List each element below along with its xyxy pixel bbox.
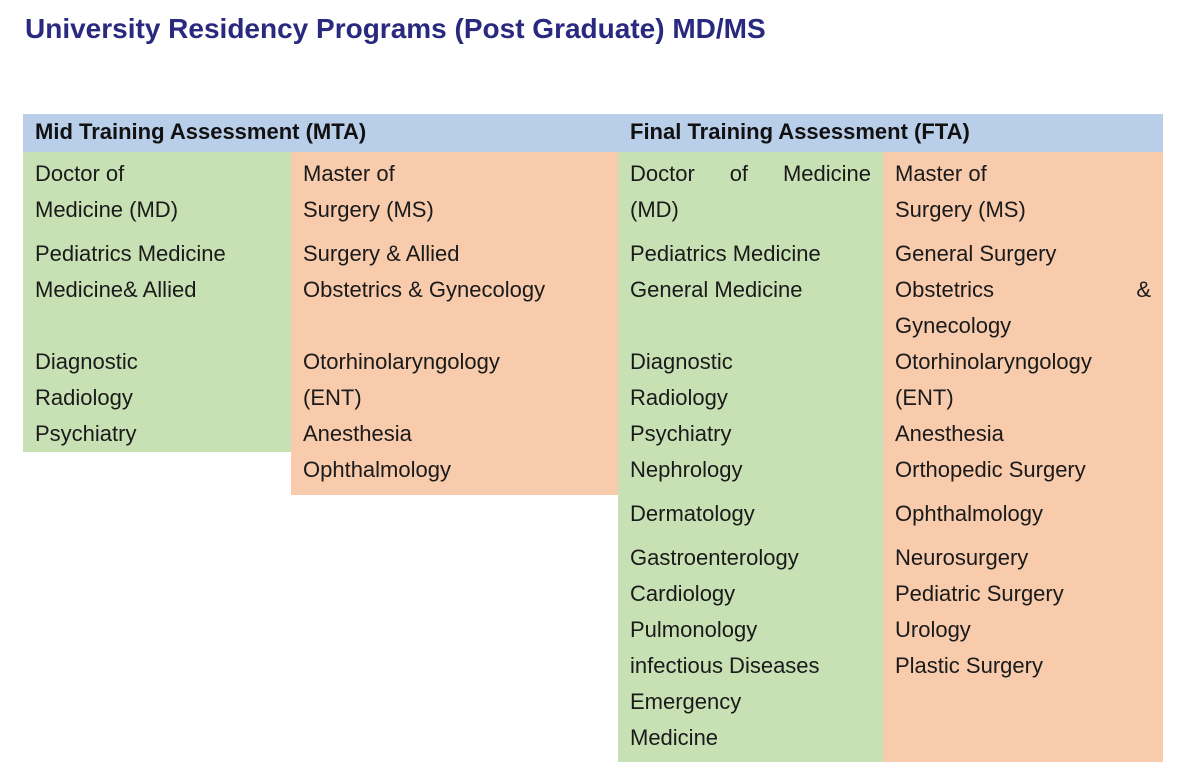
program-line: Obstetrics & [895, 272, 1151, 308]
program-line: Radiology [35, 385, 133, 410]
program-line: Pediatrics Medicine [630, 241, 821, 266]
program-line: Ophthalmology [303, 457, 451, 482]
program-line: Diagnostic [35, 349, 138, 374]
program-line: Surgery (MS) [895, 197, 1026, 222]
program-paragraph: Dermatology [630, 496, 871, 532]
program-line: General Surgery [895, 241, 1057, 266]
program-word: Medicine [782, 161, 871, 186]
program-line: (ENT) [303, 385, 362, 410]
program-line: Nephrology [630, 457, 743, 482]
program-line: (MD) [630, 197, 679, 222]
program-line: (ENT) [895, 385, 954, 410]
program-line: Medicine& Allied [35, 277, 197, 302]
program-line: Orthopedic Surgery [895, 457, 1086, 482]
program-line: Master of [303, 161, 395, 186]
program-line: Diagnostic [630, 349, 733, 374]
program-line: Pulmonology [630, 617, 758, 642]
mta-header: Mid Training Assessment (MTA) [35, 119, 367, 144]
program-line: Doctor of Medicine [630, 156, 871, 192]
blank-line [35, 308, 279, 344]
program-paragraph: Master of Surgery (MS) [895, 156, 1151, 228]
program-paragraph: Doctor of Medicine (MD) [630, 156, 871, 228]
residency-programs-table: Mid Training Assessment (MTA) Final Trai… [23, 114, 1163, 762]
program-line: Emergency [630, 689, 742, 714]
blank-line [630, 308, 871, 344]
program-line: Dermatology [630, 501, 755, 526]
program-paragraph: Neurosurgery Pediatric Surgery Urology Plas… [895, 540, 1151, 684]
program-line: Master of [895, 161, 987, 186]
program-line: Anesthesia [895, 421, 1004, 446]
program-line: Cardiology [630, 581, 736, 606]
program-line: Otorhinolaryngology [303, 349, 500, 374]
program-line: Neurosurgery [895, 545, 1029, 570]
program-line: Anesthesia [303, 421, 412, 446]
program-paragraph: Surgery & Allied Obstetrics & Gynecology … [303, 236, 606, 488]
page-title: University Residency Programs (Post Grad… [25, 13, 766, 44]
program-line: Plastic Surgery [895, 653, 1043, 678]
program-line: Pediatric Surgery [895, 581, 1064, 606]
program-line: infectious Diseases [630, 653, 820, 678]
program-line: Gynecology [895, 313, 1012, 338]
program-line: Medicine [630, 725, 719, 750]
program-line: Surgery (MS) [303, 197, 434, 222]
blank-line [303, 308, 606, 344]
program-line: Pediatrics Medicine [35, 241, 226, 266]
program-line: Otorhinolaryngology [895, 349, 1092, 374]
table-header-row: Mid Training Assessment (MTA) Final Trai… [23, 114, 1163, 152]
program-line: Urology [895, 617, 971, 642]
program-line: Medicine (MD) [35, 197, 179, 222]
program-line: Doctor of [35, 161, 125, 186]
program-line: Psychiatry [35, 421, 137, 446]
fta-header: Final Training Assessment (FTA) [630, 119, 970, 144]
program-paragraph: General Surgery Obstetrics & Gynecology Otor… [895, 236, 1151, 488]
program-line: Psychiatry [630, 421, 732, 446]
program-word: & [1136, 277, 1151, 302]
program-word: Doctor [630, 161, 695, 186]
program-line: Ophthalmology [895, 501, 1043, 526]
program-word: Obstetrics [895, 277, 995, 302]
program-paragraph: Ophthalmology [895, 496, 1151, 532]
program-line: Gastroenterology [630, 545, 799, 570]
fta-md-column: Doctor of Medicine (MD) Pediatrics Medicine G… [618, 152, 883, 762]
program-paragraph: Doctor of Medicine (MD) [35, 156, 279, 228]
fta-ms-column: Master of Surgery (MS) General Surgery Obst… [883, 152, 1163, 762]
program-paragraph: Master of Surgery (MS) [303, 156, 606, 228]
program-line: General Medicine [630, 277, 803, 302]
program-word: of [729, 161, 749, 186]
program-line: Obstetrics & Gynecology [303, 277, 546, 302]
mta-ms-column: Master of Surgery (MS) Surgery & Allied Obs… [291, 152, 618, 495]
mta-md-column: Doctor of Medicine (MD) Pediatrics Medicin… [23, 152, 291, 452]
table-body: Doctor of Medicine (MD) Pediatrics Medicin… [23, 152, 1163, 762]
program-line: Surgery & Allied [303, 241, 460, 266]
program-paragraph: Gastroenterology Cardiology Pulmonology inf… [630, 540, 871, 756]
program-paragraph: Pediatrics Medicine General Medicine Diag… [630, 236, 871, 488]
program-line: Radiology [630, 385, 728, 410]
program-paragraph: Pediatrics Medicine Medicine& Allied Diag… [35, 236, 279, 452]
